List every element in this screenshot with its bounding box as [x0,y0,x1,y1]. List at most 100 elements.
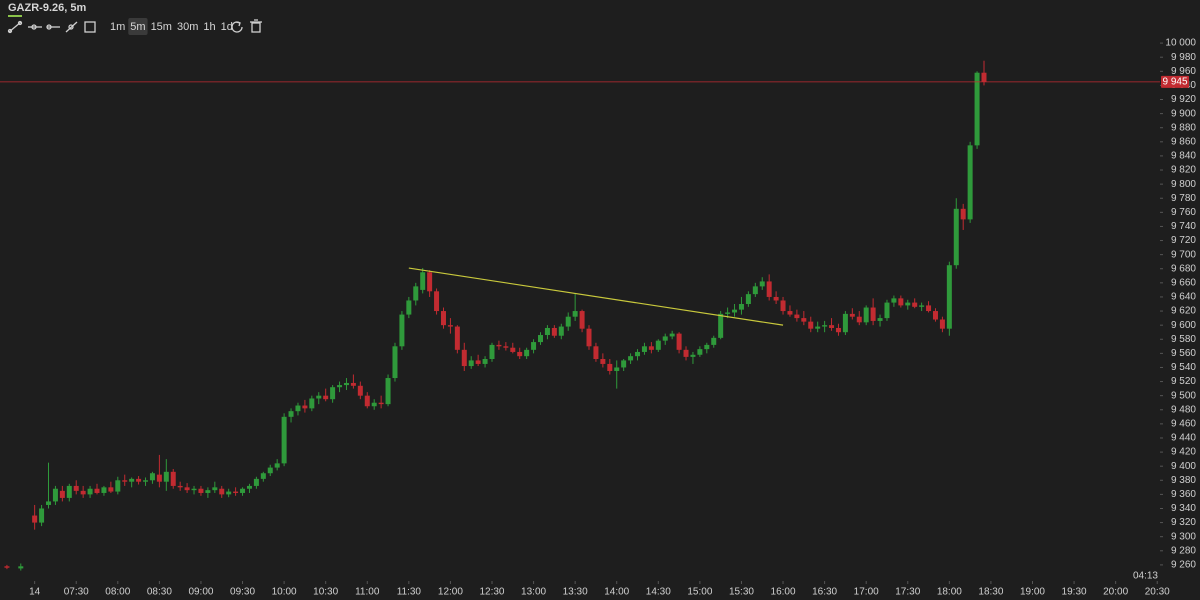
candle-body [288,411,294,417]
candle-body [489,344,495,359]
candle-body [926,305,932,312]
candle-body [558,326,564,336]
x-tick-label: 12:30 [479,587,504,598]
candle-body [662,336,668,341]
candle-body [136,478,142,482]
candle-body [905,302,911,306]
candle-body [524,349,530,357]
interval-button[interactable]: 1d [221,21,233,33]
candle-body [607,363,613,371]
candle-body [967,145,973,220]
candle-body [46,501,52,505]
candle-body [870,307,876,321]
y-tick-label: 9 880 [1171,122,1196,133]
trend-line [408,267,784,326]
candle-body [738,304,744,310]
candle-body [981,72,987,82]
candle-body [787,311,793,315]
candle-body [52,488,58,502]
candle-body [842,313,848,333]
candle-body [94,488,100,493]
y-tick-label: 9 640 [1171,292,1196,303]
candle-body [932,311,938,320]
x-tick-label: 19:00 [1020,587,1045,598]
candle-body [773,296,779,301]
candle-body [648,346,654,350]
symbol[interactable]: GAZR-9.26, 5m [8,2,86,14]
y-tick-label: 9 800 [1171,179,1196,190]
last-price-box [1161,75,1189,88]
y-tick-label: 9 340 [1171,503,1196,514]
candle-body [877,318,883,321]
candle-body [711,337,717,345]
x-tick-label: 13:30 [563,587,588,598]
y-tick-label: 9 280 [1171,545,1196,556]
candle-body [579,311,585,329]
candle-body [718,313,724,338]
x-tick-label: 20:00 [1103,587,1128,598]
candle-body [378,402,384,405]
candle-body [434,291,440,312]
candle-body [281,416,287,464]
y-tick-label: 9 360 [1171,489,1196,500]
candle-body [260,473,266,479]
candle-body [503,346,509,348]
x-tick-label: 16:00 [771,587,796,598]
candle-body [122,480,128,482]
interval-button[interactable]: 15m [151,21,172,33]
candle-body [621,360,627,368]
candle-body [593,346,599,359]
candle-body [364,395,370,407]
x-tick-label: 19:30 [1062,587,1087,598]
y-tick-label: 9 560 [1171,348,1196,359]
candle-body [198,488,204,493]
candle-body [337,385,343,388]
rectangle-tool[interactable] [84,21,96,33]
candle-countdown: 04:13 [1133,571,1158,582]
candle-body [59,490,65,498]
candle-body [496,344,502,347]
y-tick-label: 10 000 [1165,38,1196,49]
x-tick-label: 14:00 [604,587,629,598]
candle-body [330,387,336,400]
y-tick-label: 9 520 [1171,376,1196,387]
plot-area: 9 260 9 280 9 300 9 320 9 340 9 360 9 380 9 400… [0,38,1196,598]
delete-button[interactable] [250,19,262,33]
candle-body [891,298,897,303]
interval-button[interactable]: 30m [177,21,198,33]
candle-body [177,485,183,488]
x-tick-label: 15:00 [687,587,712,598]
candle-body [538,335,544,343]
x-tick-label: 09:30 [230,587,255,598]
candle-body [101,487,107,493]
candle-body [212,487,218,491]
interval-button[interactable]: 1m [110,21,125,33]
candle-body [253,478,259,486]
x-tick-label: 07:30 [64,587,89,598]
y-tick-label: 9 460 [1171,419,1196,430]
y-tick-label: 9 980 [1171,52,1196,63]
candle-body [939,319,945,329]
interval-button[interactable]: 5m [130,21,145,33]
interval-button[interactable]: 1h [203,21,215,33]
candle-body [295,405,301,412]
candle-body [482,359,488,364]
y-tick-label: 9 860 [1171,136,1196,147]
candle-body [427,272,433,292]
horizontal-line-tool[interactable] [46,24,60,30]
candle-body [856,316,862,323]
candle-body [240,488,246,493]
ray-tool[interactable] [28,24,42,30]
y-tick-label: 9 440 [1171,433,1196,444]
candle-body [440,311,446,326]
candle-body [170,471,176,486]
candle-body [829,325,835,328]
candle-body [143,480,149,482]
reset-button[interactable] [231,21,243,33]
draw-line-tool[interactable] [7,20,23,34]
candle-body [184,487,190,491]
x-tick-label: 14:30 [646,587,671,598]
candle-body [392,346,398,379]
trend-tool[interactable] [65,21,78,33]
